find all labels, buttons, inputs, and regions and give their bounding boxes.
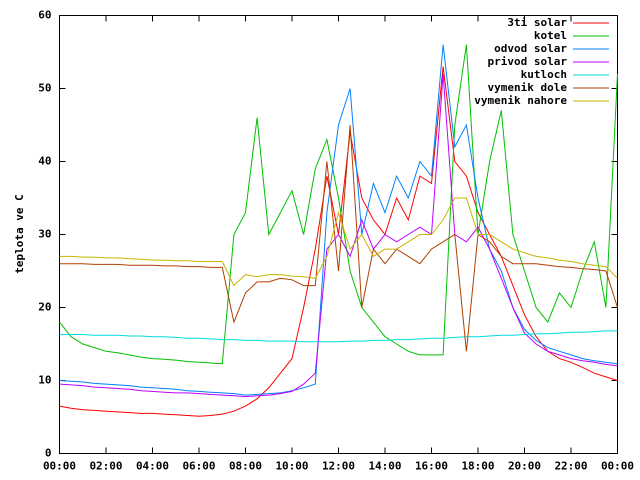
x-tick-label: 20:00 — [508, 460, 541, 473]
x-tick-label: 06:00 — [182, 460, 215, 473]
y-tick-label: 0 — [45, 447, 52, 460]
x-tick-label: 00:00 — [43, 460, 76, 473]
x-tick-label: 12:00 — [322, 460, 355, 473]
y-tick-label: 30 — [38, 228, 51, 241]
legend-label: vymenik dole — [488, 81, 568, 94]
series-line — [59, 124, 618, 352]
x-tick-label: 16:00 — [415, 460, 448, 473]
x-tick-label: 22:00 — [554, 460, 587, 473]
x-tick-label: 04:00 — [136, 460, 169, 473]
y-tick-label: 40 — [38, 155, 51, 168]
series-line — [59, 73, 618, 398]
legend-label: odvod solar — [494, 42, 567, 55]
x-tick-label: 18:00 — [461, 460, 494, 473]
x-tick-label: 02:00 — [89, 460, 122, 473]
y-axis-label: teplota ve C — [13, 194, 26, 273]
series-line — [59, 330, 618, 343]
series-line — [59, 66, 618, 417]
x-tick-label: 10:00 — [275, 460, 308, 473]
x-tick-label: 00:00 — [601, 460, 634, 473]
series-line — [59, 197, 618, 287]
y-tick-label: 10 — [38, 374, 51, 387]
series-line — [59, 44, 618, 365]
y-tick-label: 50 — [38, 82, 51, 95]
x-tick-label: 08:00 — [229, 460, 262, 473]
x-tick-label: 14:00 — [368, 460, 401, 473]
legend-label: kotel — [534, 29, 567, 42]
legend-label: kutloch — [521, 68, 567, 81]
y-tick-label: 20 — [38, 301, 51, 314]
legend-label: vymenik nahore — [474, 94, 567, 107]
series-line — [59, 44, 618, 396]
y-tick-label: 60 — [38, 9, 51, 22]
legend-label: privod solar — [488, 55, 568, 68]
legend-label: 3ti solar — [507, 16, 567, 29]
